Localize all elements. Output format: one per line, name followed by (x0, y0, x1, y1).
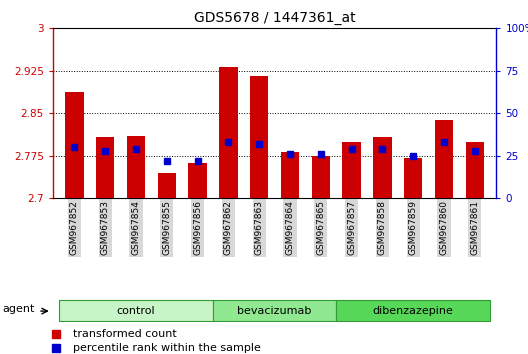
Bar (127, 136, 145, 198)
Text: GDS5678 / 1447361_at: GDS5678 / 1447361_at (194, 11, 355, 25)
Bar (65, 92, 83, 198)
Bar (312, 156, 330, 198)
Bar (157, 173, 176, 198)
FancyBboxPatch shape (336, 300, 490, 321)
Bar (373, 137, 392, 198)
Bar (188, 163, 207, 198)
Bar (404, 158, 422, 198)
Bar (96, 137, 115, 198)
Text: percentile rank within the sample: percentile rank within the sample (73, 343, 261, 353)
Text: transformed count: transformed count (73, 329, 177, 339)
Bar (219, 67, 238, 198)
Text: dibenzazepine: dibenzazepine (373, 306, 454, 316)
FancyBboxPatch shape (213, 300, 336, 321)
Bar (466, 142, 484, 198)
Text: control: control (117, 306, 155, 316)
Bar (250, 76, 268, 198)
FancyBboxPatch shape (59, 300, 213, 321)
Bar (342, 142, 361, 198)
Bar (435, 120, 453, 198)
Text: bevacizumab: bevacizumab (238, 306, 312, 316)
Text: agent: agent (3, 304, 35, 314)
Bar (281, 152, 299, 198)
